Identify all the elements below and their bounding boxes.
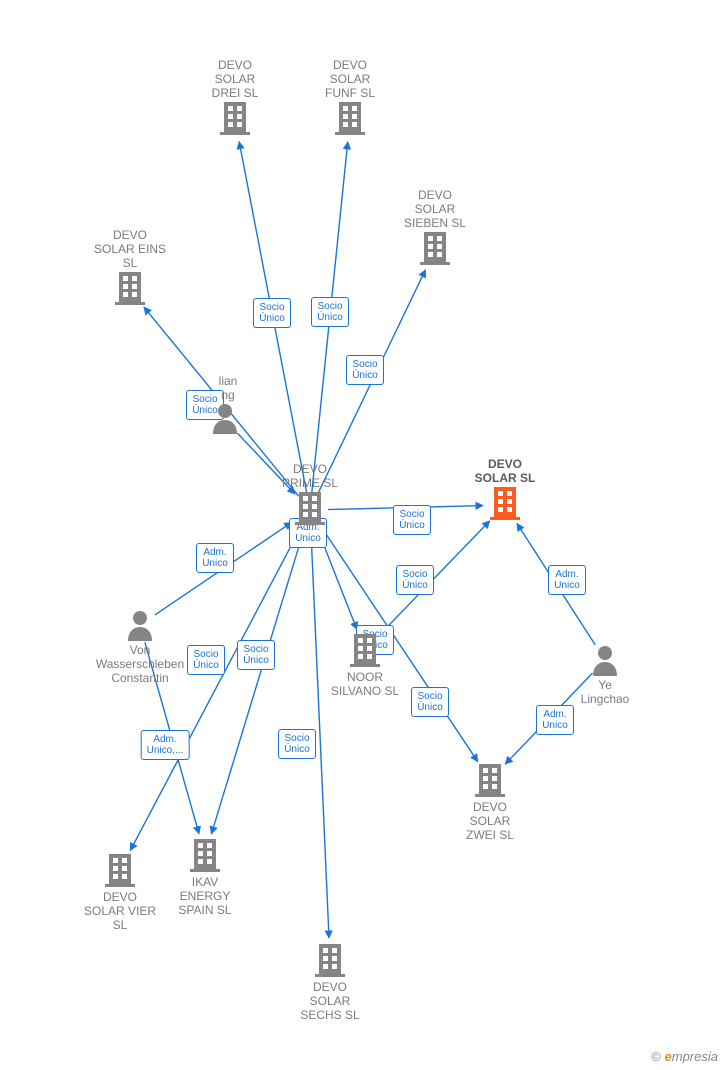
edge xyxy=(130,526,301,851)
building-icon xyxy=(150,837,260,873)
person-icon xyxy=(85,609,195,641)
node-label: DEVO PRIME SL xyxy=(255,462,365,490)
edge-label: Adm. Unico,... xyxy=(141,730,190,760)
company-node-noor[interactable]: NOOR SILVANO SL xyxy=(310,632,420,698)
brand-rest: mpresia xyxy=(672,1049,718,1064)
edge-label: Socio Único xyxy=(311,297,349,327)
node-label: Ye Lingchao xyxy=(550,678,660,706)
node-label: DEVO SOLAR FUNF SL xyxy=(295,58,405,100)
company-node-ikav[interactable]: IKAV ENERGY SPAIN SL xyxy=(150,837,260,917)
edge-label: Socio Único xyxy=(393,505,431,535)
company-node-zwei[interactable]: DEVO SOLAR ZWEI SL xyxy=(435,762,545,842)
building-icon xyxy=(180,100,290,136)
node-label: DEVO SOLAR ZWEI SL xyxy=(435,800,545,842)
company-node-sieben[interactable]: DEVO SOLAR SIEBEN SL xyxy=(380,186,490,266)
node-label: DEVO SOLAR SL xyxy=(450,457,560,485)
company-node-prime[interactable]: DEVO PRIME SL xyxy=(255,460,365,526)
building-icon xyxy=(75,270,185,306)
edge-label: Adm. Unico xyxy=(536,705,574,735)
person-node-von[interactable]: Von Wasserschleben Constantin xyxy=(85,609,195,685)
node-label: DEVO SOLAR SECHS SL xyxy=(275,980,385,1022)
node-label: DEVO SOLAR EINS SL xyxy=(75,228,185,270)
building-icon xyxy=(295,100,405,136)
edge-label: Socio Único xyxy=(396,565,434,595)
building-icon xyxy=(275,942,385,978)
person-icon xyxy=(550,644,660,676)
building-icon xyxy=(310,632,420,668)
building-icon xyxy=(255,490,365,526)
edge xyxy=(211,527,304,834)
node-label: NOOR SILVANO SL xyxy=(310,670,420,698)
building-icon xyxy=(380,230,490,266)
edge-label: Adm. Unico xyxy=(548,565,586,595)
node-label: lian ng xyxy=(176,374,280,402)
edge-label: Socio Único xyxy=(253,298,291,328)
footer-credit: © empresia xyxy=(651,1049,718,1064)
person-node-ye[interactable]: Ye Lingchao xyxy=(550,644,660,706)
node-label: DEVO SOLAR DREI SL xyxy=(180,58,290,100)
person-icon xyxy=(170,402,280,434)
edge-label: Socio Único xyxy=(237,640,275,670)
company-node-eins[interactable]: DEVO SOLAR EINS SL xyxy=(75,226,185,306)
company-node-sechs[interactable]: DEVO SOLAR SECHS SL xyxy=(275,942,385,1022)
node-label: Von Wasserschleben Constantin xyxy=(85,643,195,685)
node-label: DEVO SOLAR SIEBEN SL xyxy=(380,188,490,230)
company-node-funf[interactable]: DEVO SOLAR FUNF SL xyxy=(295,56,405,136)
copyright-symbol: © xyxy=(651,1049,661,1064)
edge-label: Socio Único xyxy=(278,729,316,759)
person-node-kilian[interactable]: lian ng xyxy=(170,372,280,434)
company-node-devo[interactable]: DEVO SOLAR SL xyxy=(450,455,560,521)
edge-label: Adm. Unico xyxy=(196,543,234,573)
node-label: IKAV ENERGY SPAIN SL xyxy=(150,875,260,917)
company-node-drei[interactable]: DEVO SOLAR DREI SL xyxy=(180,56,290,136)
building-icon xyxy=(450,485,560,521)
building-icon xyxy=(435,762,545,798)
edge-label: Socio Único xyxy=(346,355,384,385)
brand-first-letter: e xyxy=(665,1049,672,1064)
